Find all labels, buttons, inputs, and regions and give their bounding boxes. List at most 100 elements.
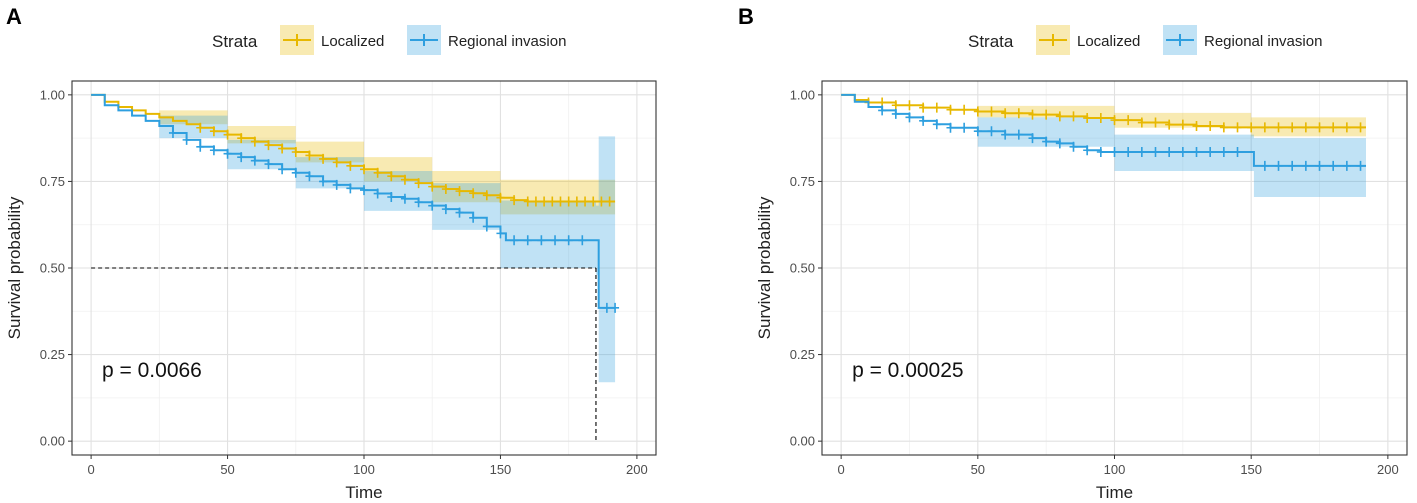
legend-label: Regional invasion (1204, 33, 1322, 50)
censor-mark (1274, 122, 1283, 133)
y-tick-label: 0.25 (40, 347, 65, 362)
censor-mark (346, 183, 355, 194)
censor-mark (946, 104, 955, 115)
censor-mark (414, 178, 423, 189)
censor-mark (1110, 115, 1119, 126)
censor-mark (1124, 115, 1133, 126)
censor-mark (360, 164, 368, 175)
confidence-band-regional-invasion (91, 94, 616, 383)
censor-mark (291, 146, 300, 157)
legend-title: Strata (968, 32, 1014, 51)
censor-mark (548, 196, 557, 207)
censor-mark (1096, 113, 1105, 124)
censor-mark (400, 193, 409, 204)
censor-mark (523, 196, 532, 207)
censor-mark (387, 192, 396, 203)
censor-mark (602, 302, 611, 313)
censor-mark (305, 171, 314, 182)
censor-mark (455, 186, 464, 197)
censor-mark (1055, 138, 1064, 149)
censor-mark (960, 122, 969, 133)
censor-marks-regional-invasion (168, 127, 620, 313)
chart-panel-a: A Strata Localized Regional invasion 0 50 100 1… (5, 4, 657, 502)
x-tick-label: 150 (490, 462, 512, 477)
x-tick-label: 200 (626, 462, 648, 477)
censor-mark (891, 100, 900, 111)
censor-mark (346, 160, 355, 171)
legend-label: Regional invasion (448, 33, 566, 50)
x-tick-label: 100 (1104, 462, 1126, 477)
censor-mark (1260, 160, 1269, 171)
censor-mark (264, 159, 273, 170)
x-tick-label: 0 (838, 462, 845, 477)
censor-mark (319, 153, 328, 164)
legend-key-localized (1036, 25, 1070, 55)
y-tick-label: 1.00 (40, 87, 65, 102)
censor-mark (1192, 121, 1201, 132)
y-tick-label: 0.75 (790, 174, 815, 189)
censor-mark (1028, 133, 1037, 144)
censor-mark (531, 196, 540, 207)
censor-mark (1028, 109, 1037, 120)
legend-label: Localized (1077, 33, 1140, 50)
censor-mark (400, 174, 409, 185)
x-tick-label: 0 (87, 462, 94, 477)
censor-mark (1233, 146, 1242, 157)
censor-mark (196, 141, 205, 152)
censor-mark (1083, 145, 1092, 156)
legend-title: Strata (212, 32, 258, 51)
chart-panel-b: B Strata Localized Regional invasion 0 50 100 1… (738, 4, 1408, 502)
censor-mark (1233, 122, 1242, 133)
censor-mark (540, 196, 549, 207)
survival-curve-regional-invasion (91, 93, 616, 309)
censor-mark (556, 196, 565, 207)
censor-mark (209, 145, 218, 156)
censor-mark (1014, 108, 1023, 119)
censor-mark (291, 167, 300, 178)
censor-mark (1342, 160, 1351, 171)
censor-mark (1137, 146, 1146, 157)
censor-mark (319, 176, 328, 187)
censor-mark (1151, 117, 1160, 128)
censor-mark (987, 106, 996, 117)
censor-mark (168, 127, 177, 138)
censor-mark (1042, 109, 1051, 120)
censor-mark (1288, 160, 1297, 171)
x-tick-label: 50 (220, 462, 234, 477)
y-tick-label: 0.75 (40, 174, 65, 189)
confidence-band-localized (91, 94, 616, 220)
censor-mark (605, 196, 614, 207)
p-value-annotation: p = 0.0066 (102, 359, 202, 382)
censor-mark (1342, 122, 1351, 133)
censor-mark (960, 104, 969, 115)
censor-mark (1288, 122, 1297, 133)
x-tick-label: 100 (353, 462, 375, 477)
censor-mark (428, 181, 437, 192)
censor-mark (237, 133, 246, 144)
censor-mark (1219, 122, 1228, 133)
y-tick-label: 0.00 (790, 434, 815, 449)
censor-mark (581, 196, 590, 207)
x-tick-label: 150 (1240, 462, 1262, 477)
censor-mark (428, 200, 437, 211)
censor-mark (1301, 122, 1310, 133)
censor-mark (1329, 122, 1338, 133)
censor-mark (1315, 160, 1324, 171)
censor-mark (572, 196, 581, 207)
censor-mark (441, 204, 450, 215)
censor-mark (905, 112, 914, 123)
y-tick-label: 0.50 (40, 261, 65, 276)
censor-mark (455, 207, 464, 218)
censor-mark (182, 134, 191, 145)
censor-mark (1042, 136, 1051, 147)
censor-mark (1206, 146, 1215, 157)
censor-mark (919, 102, 928, 113)
censor-mark (1178, 146, 1187, 157)
legend-key-localized (280, 25, 314, 55)
censor-mark (1178, 119, 1187, 130)
y-tick-label: 1.00 (790, 87, 815, 102)
censor-marks-regional-invasion (878, 105, 1365, 171)
censor-mark (278, 143, 287, 154)
censor-mark (305, 150, 314, 161)
censor-marks-localized (196, 122, 614, 207)
